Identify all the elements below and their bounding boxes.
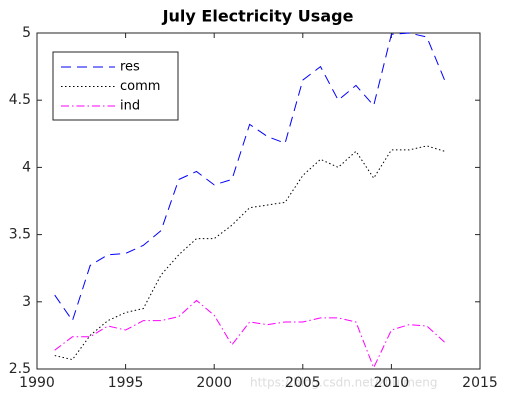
x-tick-label: 1995 — [108, 375, 144, 391]
legend-label: ind — [120, 99, 140, 114]
series-line — [54, 145, 445, 361]
x-tick-label: 1990 — [19, 375, 55, 391]
chart-title: July Electricity Usage — [162, 7, 354, 26]
y-tick-label: 4 — [22, 159, 31, 175]
x-tick-label: 2000 — [196, 375, 232, 391]
x-tick-label: 2015 — [462, 375, 498, 391]
watermark: https://blog.csdn.net/zhuimeng — [250, 376, 438, 390]
y-tick-label: 2.5 — [9, 361, 31, 377]
x-tick-label: 2005 — [285, 375, 321, 391]
y-tick-label: 3.5 — [9, 227, 31, 243]
y-tick-label: 5 — [22, 25, 31, 41]
legend-label: comm — [120, 79, 160, 94]
legend-label: res — [120, 60, 140, 75]
y-tick-label: 4.5 — [9, 92, 31, 108]
series-line — [54, 32, 446, 322]
y-tick-label: 3 — [22, 294, 31, 310]
x-tick-label: 2010 — [374, 375, 410, 391]
